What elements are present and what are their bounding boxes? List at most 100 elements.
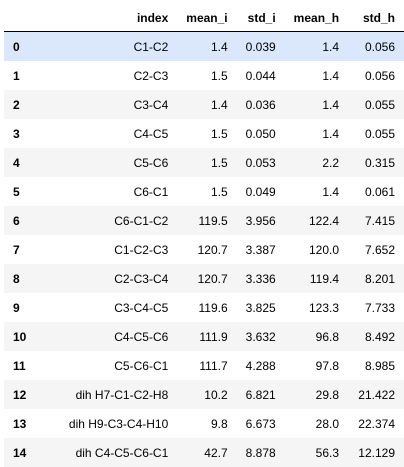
std-h-cell: 7.733 <box>348 293 404 322</box>
std-h-cell: 8.985 <box>348 351 404 380</box>
index-cell: dih H9-C3-C4-H10 <box>38 409 177 438</box>
std-h-cell: 7.415 <box>348 206 404 235</box>
mean-i-cell: 111.7 <box>177 351 236 380</box>
mean-h-cell: 97.8 <box>285 351 348 380</box>
mean-i-cell: 10.2 <box>177 380 236 409</box>
row-index-cell: 7 <box>4 235 38 264</box>
mean-h-cell: 120.0 <box>285 235 348 264</box>
std-i-cell: 3.956 <box>237 206 285 235</box>
header-cell-mean-i: mean_i <box>177 4 236 32</box>
std-h-cell: 22.374 <box>348 409 404 438</box>
std-i-cell: 4.288 <box>237 351 285 380</box>
mean-h-cell: 56.3 <box>285 438 348 467</box>
mean-h-cell: 29.8 <box>285 380 348 409</box>
row-index-cell: 11 <box>4 351 38 380</box>
std-i-cell: 6.673 <box>237 409 285 438</box>
mean-h-cell: 28.0 <box>285 409 348 438</box>
index-cell: C1-C2-C3 <box>38 235 177 264</box>
index-cell: C2-C3-C4 <box>38 264 177 293</box>
std-i-cell: 0.050 <box>237 119 285 148</box>
row-index-cell: 5 <box>4 177 38 206</box>
mean-i-cell: 120.7 <box>177 235 236 264</box>
std-h-cell: 0.056 <box>348 32 404 62</box>
header-cell-index: index <box>38 4 177 32</box>
std-h-cell: 0.055 <box>348 119 404 148</box>
mean-i-cell: 1.5 <box>177 61 236 90</box>
header-row: index mean_i std_i mean_h std_h <box>4 4 404 32</box>
mean-i-cell: 120.7 <box>177 264 236 293</box>
mean-h-cell: 123.3 <box>285 293 348 322</box>
index-cell: C2-C3 <box>38 61 177 90</box>
mean-h-cell: 96.8 <box>285 322 348 351</box>
row-index-cell: 9 <box>4 293 38 322</box>
mean-i-cell: 1.5 <box>177 148 236 177</box>
row-index-cell: 2 <box>4 90 38 119</box>
std-h-cell: 8.492 <box>348 322 404 351</box>
std-i-cell: 8.878 <box>237 438 285 467</box>
row-index-cell: 8 <box>4 264 38 293</box>
index-cell: C4-C5-C6 <box>38 322 177 351</box>
std-i-cell: 0.036 <box>237 90 285 119</box>
index-cell: C5-C6-C1 <box>38 351 177 380</box>
row-index-cell: 12 <box>4 380 38 409</box>
index-cell: dih H7-C1-C2-H8 <box>38 380 177 409</box>
header-cell-std-h: std_h <box>348 4 404 32</box>
std-h-cell: 0.056 <box>348 61 404 90</box>
mean-h-cell: 2.2 <box>285 148 348 177</box>
std-h-cell: 0.055 <box>348 90 404 119</box>
std-i-cell: 6.821 <box>237 380 285 409</box>
header-cell-mean-h: mean_h <box>285 4 348 32</box>
std-i-cell: 3.825 <box>237 293 285 322</box>
mean-i-cell: 42.7 <box>177 438 236 467</box>
mean-i-cell: 1.4 <box>177 90 236 119</box>
mean-h-cell: 1.4 <box>285 119 348 148</box>
index-cell: dih C4-C5-C6-C1 <box>38 438 177 467</box>
mean-i-cell: 119.5 <box>177 206 236 235</box>
row-index-cell: 14 <box>4 438 38 467</box>
std-h-cell: 7.652 <box>348 235 404 264</box>
row-index-cell: 0 <box>4 32 38 62</box>
row-index-cell: 3 <box>4 119 38 148</box>
mean-h-cell: 1.4 <box>285 32 348 62</box>
std-i-cell: 3.387 <box>237 235 285 264</box>
std-i-cell: 0.053 <box>237 148 285 177</box>
header-cell-row-index <box>4 4 38 32</box>
index-cell: C6-C1-C2 <box>38 206 177 235</box>
std-i-cell: 3.336 <box>237 264 285 293</box>
mean-h-cell: 1.4 <box>285 61 348 90</box>
std-i-cell: 3.632 <box>237 322 285 351</box>
std-h-cell: 0.315 <box>348 148 404 177</box>
std-i-cell: 0.044 <box>237 61 285 90</box>
index-cell: C3-C4 <box>38 90 177 119</box>
mean-i-cell: 1.4 <box>177 32 236 62</box>
row-index-cell: 1 <box>4 61 38 90</box>
row-index-cell: 10 <box>4 322 38 351</box>
mean-i-cell: 1.5 <box>177 177 236 206</box>
index-cell: C1-C2 <box>38 32 177 62</box>
table-header: index mean_i std_i mean_h std_h <box>4 4 404 32</box>
index-cell: C3-C4-C5 <box>38 293 177 322</box>
mean-h-cell: 122.4 <box>285 206 348 235</box>
mean-i-cell: 111.9 <box>177 322 236 351</box>
mean-h-cell: 1.4 <box>285 177 348 206</box>
std-h-cell: 12.129 <box>348 438 404 467</box>
mean-h-cell: 1.4 <box>285 90 348 119</box>
std-h-cell: 0.061 <box>348 177 404 206</box>
mean-h-cell: 119.4 <box>285 264 348 293</box>
index-cell: C6-C1 <box>38 177 177 206</box>
std-h-cell: 8.201 <box>348 264 404 293</box>
